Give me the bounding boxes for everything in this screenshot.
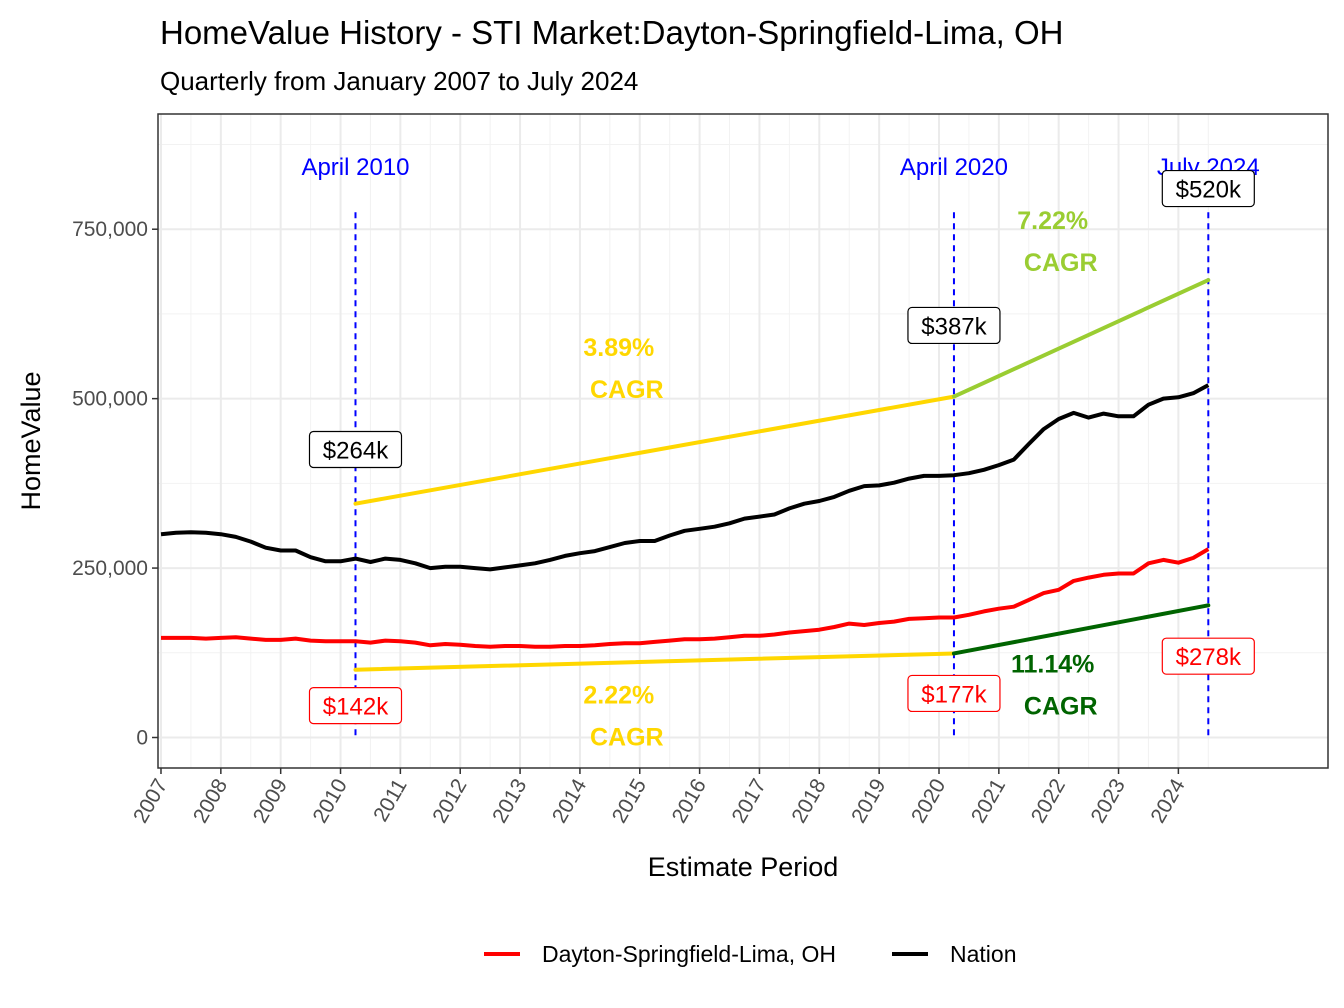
x-tick-label: 2009: [249, 775, 292, 827]
plot-area: April 2010 April 2020 July 20243.89%CAGR7.…: [72, 113, 1329, 827]
value-label-box-4: [907, 674, 1001, 713]
y-tick-label: 500,000: [72, 388, 148, 411]
cagr-pct-2: 2.22%: [583, 682, 654, 710]
value-label-3: $142k: [323, 694, 389, 721]
y-tick-label: 250,000: [72, 557, 148, 580]
legend-label-1: Nation: [950, 941, 1016, 967]
x-tick-label: 2024: [1146, 775, 1189, 827]
x-tick-label: 2023: [1087, 775, 1130, 827]
value-label-4: $177k: [921, 681, 987, 708]
x-tick-label: 2017: [728, 775, 771, 827]
y-tick-label: 750,000: [72, 218, 148, 241]
series-line-0: [161, 547, 1210, 649]
cagr-segment-3: [951, 603, 1211, 656]
x-tick-label: 2008: [189, 775, 232, 827]
period-label-1: April 2020: [900, 154, 1008, 181]
value-label-box-2: [1161, 169, 1255, 208]
x-tick-label: 2015: [608, 775, 651, 827]
x-tick-label: 2018: [787, 775, 830, 827]
x-axis-title: Estimate Period: [648, 852, 839, 882]
x-tick-label: 2014: [548, 775, 591, 827]
legend: Dayton-Springfield-Lima, OH Nation: [484, 941, 1016, 967]
cagr-pct-0: 3.89%: [583, 334, 654, 362]
value-label-box-5: [1161, 637, 1255, 675]
cagr-segment-2: [353, 651, 956, 672]
series-line-1: [160, 383, 1210, 572]
x-tick-label: 2011: [369, 775, 412, 826]
value-label-box-0: [308, 430, 403, 469]
panel-border: [157, 113, 1329, 769]
cagr-segment-1: [951, 278, 1211, 399]
x-tick-label: 2007: [129, 775, 172, 827]
x-tick-label: 2016: [668, 775, 711, 827]
cagr-word-0: CAGR: [590, 376, 664, 404]
cagr-pct-3: 11.14%: [1011, 650, 1094, 678]
cagr-pct-1: 7.22%: [1017, 207, 1088, 235]
value-label-1: $387k: [921, 313, 987, 340]
x-tick-label: 2021: [967, 775, 1010, 827]
x-tick-label: 2012: [428, 775, 471, 827]
value-label-box-1: [907, 306, 1001, 345]
period-label-0: April 2010: [301, 154, 409, 181]
x-tick-label: 2022: [1027, 775, 1070, 827]
x-tick-label: 2013: [488, 775, 531, 827]
value-label-2: $520k: [1176, 177, 1242, 204]
chart-title: HomeValue History - STI Market:Dayton-Sp…: [160, 14, 1064, 51]
y-axis-title: HomeValue: [16, 371, 46, 510]
cagr-word-1: CAGR: [1024, 249, 1098, 277]
legend-label-0: Dayton-Springfield-Lima, OH: [542, 941, 836, 967]
x-tick-label: 2010: [309, 775, 352, 827]
value-label-0: $264k: [323, 437, 389, 464]
cagr-segment-0: [353, 394, 956, 506]
value-label-5: $278k: [1176, 644, 1242, 671]
y-tick-label: 0: [136, 727, 148, 750]
chart-subtitle: Quarterly from January 2007 to July 2024: [160, 66, 638, 96]
x-tick-label: 2020: [907, 775, 950, 827]
cagr-word-2: CAGR: [590, 724, 664, 752]
cagr-word-3: CAGR: [1024, 692, 1098, 720]
x-tick-label: 2019: [847, 775, 890, 827]
value-label-box-3: [308, 687, 403, 725]
